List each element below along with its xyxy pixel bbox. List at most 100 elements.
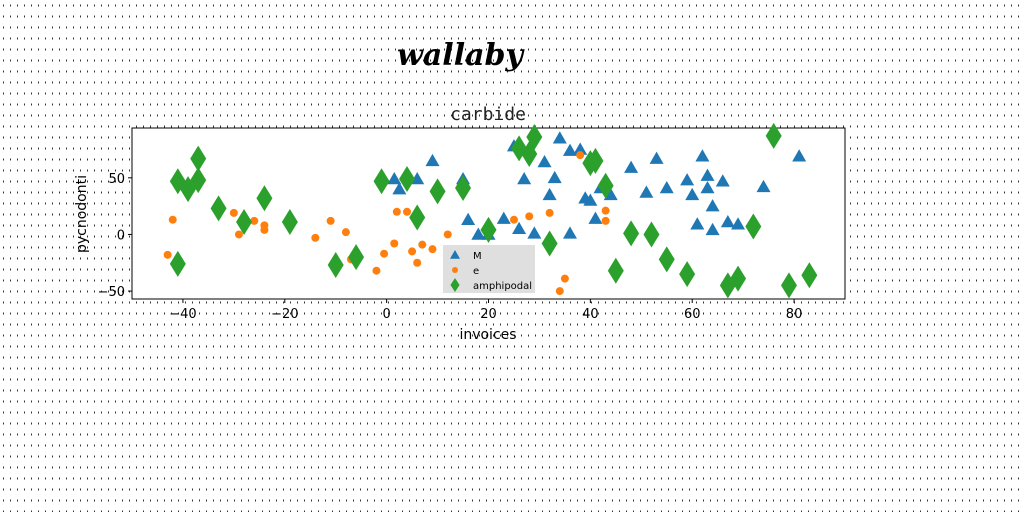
x-tick-label: 60: [684, 307, 701, 322]
data-point-triangle: [517, 171, 532, 185]
x-axis-ticks: −40 −20 0 20 40 60 80: [169, 299, 802, 322]
y-tick-label: −50: [98, 285, 125, 300]
data-point-triangle: [731, 217, 746, 230]
data-point-triangle: [573, 142, 588, 155]
data-point-triangle: [552, 131, 567, 144]
data-point-diamond: [587, 147, 604, 174]
x-tick-label: 0: [383, 307, 391, 322]
data-point-diamond: [256, 185, 273, 212]
data-point-diamond: [210, 195, 227, 222]
data-point-triangle: [392, 182, 407, 195]
data-point-circle: [250, 216, 259, 225]
data-point-triangle: [537, 154, 552, 168]
data-point-circle: [576, 151, 585, 160]
legend-label: e: [473, 266, 479, 277]
x-tick-label: 20: [480, 307, 497, 322]
data-point-circle: [229, 208, 238, 217]
data-point-diamond: [643, 221, 660, 248]
data-point-diamond: [399, 165, 416, 192]
data-point-circle: [413, 258, 422, 267]
data-point-diamond: [190, 145, 207, 172]
data-point-circle: [260, 221, 269, 230]
data-point-diamond: [169, 250, 186, 277]
data-point-triangle: [649, 151, 664, 164]
x-tick-label: −40: [169, 307, 196, 322]
data-point-circle: [163, 250, 172, 259]
data-point-circle: [168, 215, 177, 224]
data-point-triangle: [562, 226, 577, 239]
data-point-diamond: [597, 172, 614, 199]
legend-swatch: [450, 278, 460, 292]
data-point-circle: [392, 207, 401, 216]
data-point-diamond: [373, 168, 390, 195]
data-point-diamond: [190, 167, 207, 194]
data-point-circle: [380, 249, 389, 258]
data-point-triangle: [705, 222, 720, 236]
data-point-triangle: [700, 168, 715, 181]
data-point-triangle: [700, 181, 715, 194]
data-point-diamond: [327, 252, 344, 279]
data-point-triangle: [410, 171, 425, 185]
data-point-diamond: [765, 122, 782, 149]
data-point-circle: [408, 247, 417, 256]
data-point-diamond: [780, 272, 797, 299]
data-point-circle: [341, 228, 350, 237]
data-point-triangle: [720, 214, 735, 228]
data-point-diamond: [623, 220, 640, 247]
data-point-circle: [418, 240, 427, 249]
x-tick-label: 40: [582, 307, 599, 322]
data-point-triangle: [603, 187, 618, 201]
legend-swatch: [450, 250, 460, 259]
data-point-circle: [560, 274, 569, 283]
data-point-diamond: [348, 244, 365, 271]
data-point-diamond: [236, 208, 253, 235]
data-point-triangle: [685, 187, 700, 201]
data-point-circle: [555, 287, 564, 296]
data-point-diamond: [801, 262, 818, 289]
data-point-triangle: [639, 185, 654, 198]
data-point-diamond: [429, 178, 446, 205]
data-point-circle: [326, 216, 335, 225]
data-point-triangle: [659, 181, 674, 194]
data-point-triangle: [387, 171, 402, 185]
data-point-diamond: [730, 265, 747, 292]
data-point-triangle: [588, 211, 603, 224]
data-point-triangle: [461, 212, 476, 225]
legend-label: M: [473, 251, 482, 262]
data-point-circle: [601, 206, 610, 215]
y-axis-label: pycnodonti: [74, 175, 90, 253]
data-point-circle: [525, 212, 534, 221]
data-point-circle: [509, 215, 518, 224]
legend-swatch: [452, 267, 458, 273]
y-tick-label: 50: [108, 172, 125, 187]
data-point-triangle: [715, 174, 730, 187]
y-tick-label: 0: [117, 228, 125, 243]
data-point-circle: [390, 239, 399, 248]
data-point-triangle: [792, 149, 807, 162]
data-point-circle: [545, 208, 554, 217]
data-point-triangle: [690, 217, 705, 230]
data-point-triangle: [512, 221, 527, 235]
data-point-triangle: [562, 143, 577, 156]
x-tick-label: 80: [786, 307, 803, 322]
data-point-circle: [372, 266, 381, 275]
chart-title: carbide: [450, 104, 526, 125]
data-point-triangle: [680, 173, 695, 186]
data-point-triangle: [542, 187, 557, 201]
data-point-triangle: [705, 199, 720, 212]
legend: Me amphipodal: [443, 245, 535, 293]
data-point-triangle: [695, 149, 710, 162]
data-point-triangle: [756, 179, 771, 193]
data-point-diamond: [455, 175, 472, 202]
data-point-triangle: [496, 211, 511, 224]
data-point-diamond: [541, 230, 558, 257]
data-point-diamond: [480, 216, 497, 243]
data-point-triangle: [471, 227, 486, 240]
y-axis-ticks: −50 0 50: [98, 172, 132, 300]
data-point-circle: [234, 230, 243, 239]
data-point-triangle: [583, 193, 598, 206]
data-point-triangle: [547, 170, 562, 184]
data-point-diamond: [607, 257, 624, 284]
data-point-diamond: [409, 204, 426, 231]
